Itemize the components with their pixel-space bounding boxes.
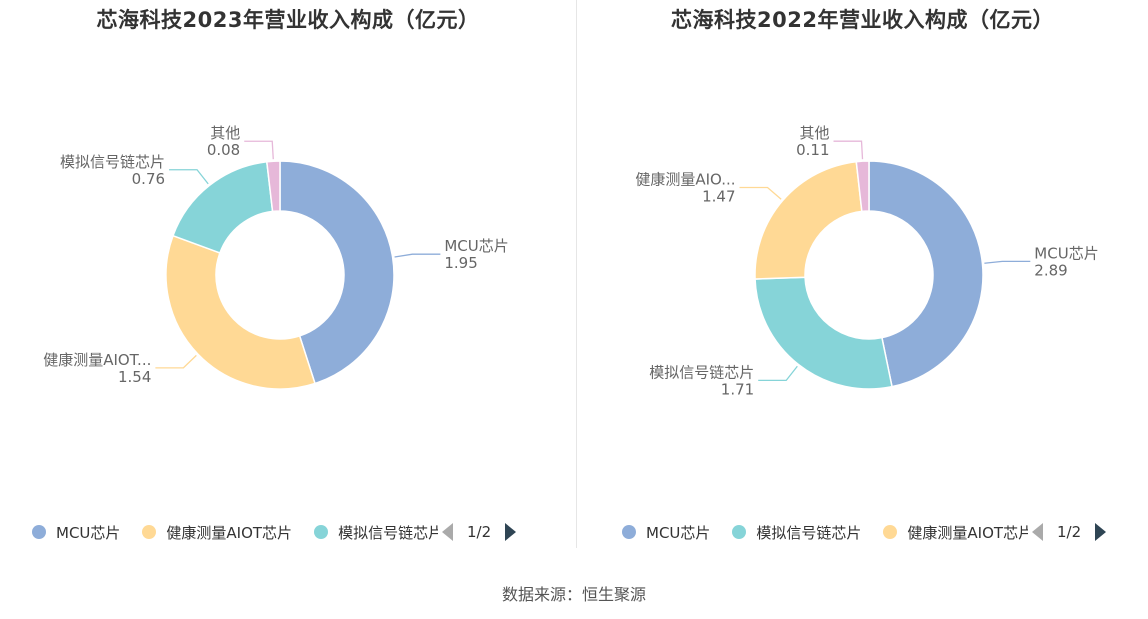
legend-swatch: [32, 525, 46, 539]
legend-label: 健康测量AIOT芯片: [166, 523, 293, 542]
slice-2[interactable]: [754, 160, 863, 280]
leader-line-3: [244, 140, 274, 160]
chart-panel-2022: 芯海科技2022年营业收入构成（亿元） MCU芯片 2.89 模拟信号链芯片 1.71…: [577, 0, 1148, 560]
chart-legend: MCU芯片 模拟信号链芯片 健康测量AIOT芯片 1/2: [622, 519, 1107, 545]
leader-line-1: [155, 354, 197, 369]
legend-pager: 1/2: [442, 523, 517, 541]
slice-value-2: 1.47: [702, 187, 735, 205]
slice-label-item: 模拟信号链芯片: [649, 363, 754, 381]
legend-item-health-aiot[interactable]: 健康测量AIOT芯片: [883, 522, 1028, 543]
slice-3[interactable]: [855, 160, 870, 213]
leader-line-2: [169, 169, 209, 185]
leader-line-2: [739, 186, 782, 200]
next-page-icon[interactable]: [505, 523, 517, 541]
legend-label: MCU芯片: [646, 523, 711, 542]
chart-title: 芯海科技2023年营业收入构成（亿元）: [96, 8, 480, 32]
legend-swatch: [732, 525, 747, 539]
slice-label-aiot: 健康测量AIO...: [635, 170, 735, 188]
legend-swatch: [314, 525, 329, 539]
slice-value-1: 1.54: [118, 368, 151, 386]
legend-label: 模拟信号链芯片: [338, 523, 438, 542]
prev-page-icon[interactable]: [442, 523, 453, 541]
legend-item-mcu[interactable]: MCU芯片: [32, 522, 120, 543]
slice-value-3: 0.11: [796, 141, 829, 159]
pager-text: 1/2: [467, 523, 492, 541]
leader-line-3: [833, 140, 864, 160]
slice-label-aiot: 健康测量AIOT...: [43, 351, 151, 369]
chart-legend: MCU芯片 健康测量AIOT芯片 模拟信号链芯片 1/2: [32, 519, 517, 545]
legend-items: MCU芯片 模拟信号链芯片 健康测量AIOT芯片: [622, 522, 1028, 543]
slice-label-mcu: MCU芯片: [1034, 244, 1098, 262]
legend-pager: 1/2: [1032, 523, 1107, 541]
leader-line-1: [758, 365, 798, 382]
slice-2[interactable]: [172, 160, 274, 254]
slice-0[interactable]: [868, 160, 984, 388]
slice-value-1: 1.71: [721, 380, 754, 398]
slice-1[interactable]: [754, 276, 893, 390]
slice-label-item: 模拟信号链芯片: [60, 153, 165, 171]
slice-label-item: 其他: [210, 124, 240, 142]
next-page-icon[interactable]: [1095, 523, 1107, 541]
legend-swatch: [622, 525, 636, 539]
panel-divider: [576, 0, 577, 548]
slice-0[interactable]: [279, 160, 395, 385]
prev-page-icon[interactable]: [1032, 523, 1043, 541]
legend-item-analog[interactable]: 模拟信号链芯片: [732, 522, 861, 543]
legend-label: MCU芯片: [56, 523, 121, 542]
legend-item-health-aiot[interactable]: 健康测量AIOT芯片: [142, 522, 292, 543]
slice-label-mcu: MCU芯片: [444, 237, 508, 255]
leader-line-0: [984, 260, 1031, 264]
slice-label-item: 其他: [799, 124, 829, 142]
leader-line-0: [394, 253, 441, 258]
legend-swatch: [883, 525, 898, 539]
slice-value-0: 2.89: [1034, 261, 1067, 279]
legend-swatch: [142, 525, 157, 539]
slice-value-3: 0.08: [207, 141, 240, 159]
legend-item-mcu[interactable]: MCU芯片: [622, 522, 710, 543]
data-source-note: 数据来源：恒生聚源: [501, 585, 646, 604]
slice-value-0: 1.95: [444, 254, 477, 272]
legend-label: 健康测量AIOT芯片: [907, 523, 1028, 542]
slice-1[interactable]: [165, 234, 316, 390]
legend-label: 模拟信号链芯片: [756, 523, 862, 542]
slice-value-2: 0.76: [132, 170, 165, 188]
chart-title: 芯海科技2022年营业收入构成（亿元）: [671, 8, 1054, 32]
legend-item-analog[interactable]: 模拟信号链芯片: [314, 522, 438, 543]
slice-3[interactable]: [265, 160, 281, 213]
chart-panel-2023: 芯海科技2023年营业收入构成（亿元） MCU芯片 1.95 健康测量AIOT...…: [0, 0, 576, 560]
legend-items: MCU芯片 健康测量AIOT芯片 模拟信号链芯片: [32, 522, 438, 543]
pager-text: 1/2: [1057, 523, 1082, 541]
